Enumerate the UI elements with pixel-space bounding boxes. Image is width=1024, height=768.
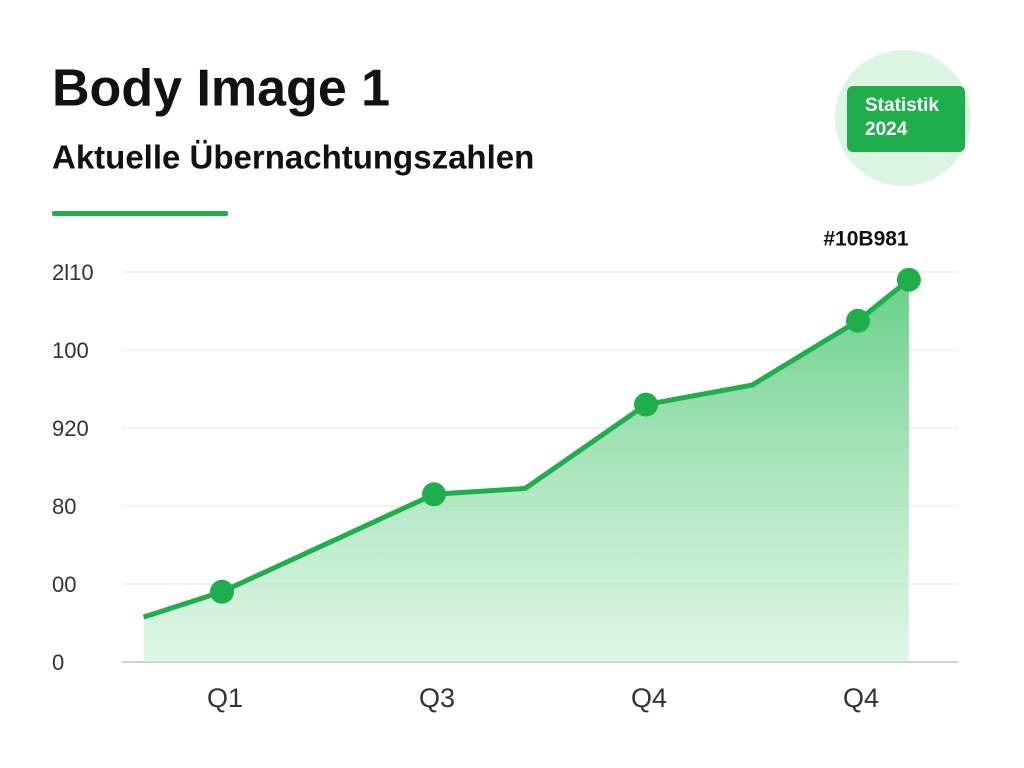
annotation: #10B981 — [823, 228, 909, 251]
x-tick-label: Q1 — [207, 683, 243, 713]
point — [896, 267, 921, 292]
area — [143, 279, 909, 662]
x-tick-label: Q4 — [631, 683, 667, 713]
chart-subtitle: Aktuelle Übernachtungszahlen — [52, 139, 534, 176]
badge-text: Statistik — [865, 95, 939, 116]
y-tick-label: 100 — [52, 338, 89, 363]
y-tick-label: 0 — [52, 650, 64, 675]
line — [142, 277, 911, 620]
point — [634, 392, 658, 417]
point — [846, 308, 870, 333]
y-tick-label: 920 — [52, 416, 89, 441]
x-tick-label: Q3 — [419, 683, 455, 713]
badge-text: 2024 — [865, 119, 908, 140]
chart-title: Body Image 1 — [52, 60, 390, 118]
y-tick-label: 00 — [52, 572, 76, 597]
point — [210, 579, 234, 604]
x-tick-label: Q4 — [843, 683, 879, 713]
point — [422, 482, 446, 507]
y-tick-label: 2l10 — [52, 260, 94, 285]
badge — [847, 86, 965, 152]
y-tick-label: 80 — [52, 494, 76, 519]
title-underline — [52, 211, 228, 216]
